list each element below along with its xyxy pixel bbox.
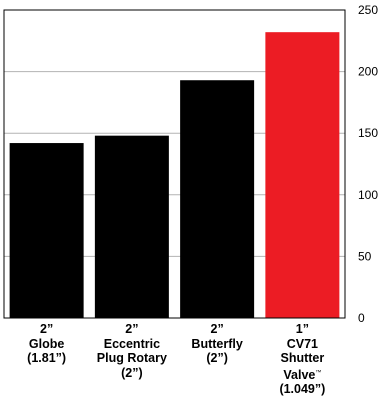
x-category-label-line: (1.81”) xyxy=(27,351,67,365)
trademark-mark: ™ xyxy=(315,369,322,376)
x-category-label-line: 1” xyxy=(295,322,309,336)
x-category-label-line: Shutter xyxy=(280,351,325,365)
y-tick-label: 250 xyxy=(358,3,378,17)
x-category-label-line: (1.049”) xyxy=(279,382,326,396)
x-category-label-line: Plug Rotary xyxy=(96,351,167,365)
y-tick-label: 100 xyxy=(358,188,378,202)
x-category-label: 2” Globe (1.81”) xyxy=(5,322,89,366)
plot-frame xyxy=(3,9,346,319)
y-axis-tick-labels: 0 50 100 150 200 250 xyxy=(358,3,378,325)
y-tick-label: 50 xyxy=(358,249,372,263)
x-category-label-line: 2” xyxy=(125,322,139,336)
x-category-label-line: Globe xyxy=(28,336,65,351)
x-category-label: 1” CV71 Shutter Valve™ (1.049”) xyxy=(260,322,344,397)
bar xyxy=(180,80,255,318)
x-category-label-line: (2”) xyxy=(121,365,143,380)
x-category-label-line: 2” xyxy=(210,322,224,336)
x-category-label: 2” Butterfly (2”) xyxy=(175,322,259,366)
x-category-label-line: Eccentric xyxy=(103,336,161,351)
bars xyxy=(9,32,340,319)
x-category-label: 2” Eccentric Plug Rotary (2”) xyxy=(90,322,174,380)
x-category-label-line: CV71 xyxy=(286,336,319,351)
y-tick-label: 150 xyxy=(358,126,378,140)
x-category-label-line: (2”) xyxy=(206,351,228,365)
bar xyxy=(265,32,340,319)
x-category-label-line: Butterfly xyxy=(191,336,243,351)
bar xyxy=(94,135,169,318)
bar xyxy=(9,143,84,318)
plot-border xyxy=(3,9,346,319)
y-tick-label: 200 xyxy=(358,65,378,79)
y-tick-label: 0 xyxy=(358,311,365,325)
x-category-label-line: 2” xyxy=(40,322,54,336)
x-category-label-line: Valve™ xyxy=(283,367,322,382)
